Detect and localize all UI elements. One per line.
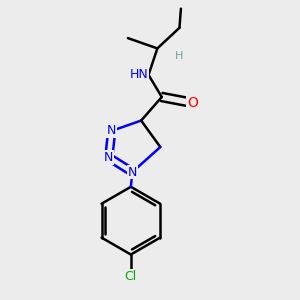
Text: N: N [104, 151, 113, 164]
Text: O: O [187, 96, 198, 110]
Text: HN: HN [130, 68, 148, 81]
Text: H: H [175, 51, 183, 61]
Text: Cl: Cl [125, 270, 137, 283]
Text: N: N [128, 166, 137, 178]
Text: N: N [107, 124, 116, 137]
